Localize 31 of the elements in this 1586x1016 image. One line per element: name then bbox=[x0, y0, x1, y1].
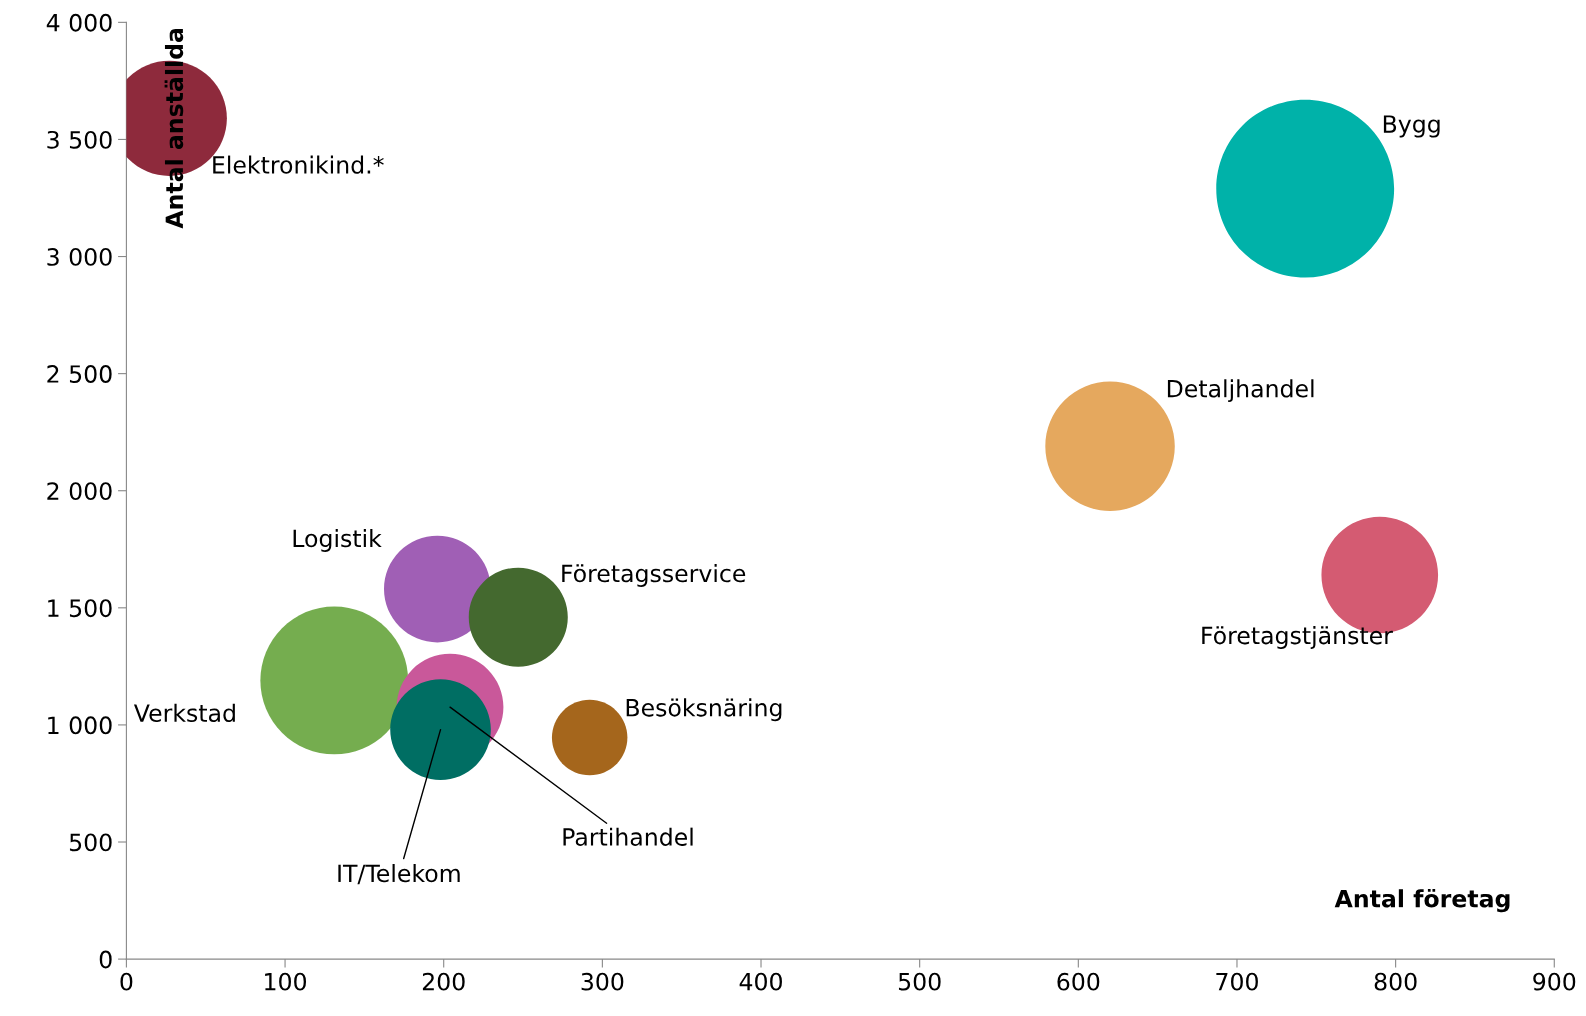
y-axis-title: Antal anställda bbox=[164, 28, 184, 229]
series-label: Elektronikind.* bbox=[213, 155, 384, 174]
x-tick-label: 200 bbox=[422, 972, 465, 991]
y-tick-label: 1 500 bbox=[48, 599, 112, 618]
y-tick-label: 0 bbox=[99, 950, 112, 969]
x-tick-label: 600 bbox=[1057, 972, 1100, 991]
x-tick-label: 700 bbox=[1216, 972, 1258, 991]
y-tick-label: 3 500 bbox=[47, 130, 112, 149]
x-tick-label: 800 bbox=[1374, 972, 1417, 991]
y-tick-label: 2 500 bbox=[47, 365, 112, 383]
x-tick-label: 300 bbox=[581, 972, 624, 991]
x-tick-label: 900 bbox=[1533, 972, 1576, 991]
y-tick-label: 3 000 bbox=[47, 247, 112, 266]
y-tick-label: 4 000 bbox=[46, 13, 112, 32]
y-tick-label: 2 000 bbox=[47, 482, 112, 501]
series-label: Bygg bbox=[1383, 115, 1440, 138]
x-tick-label: 0 bbox=[120, 972, 133, 991]
y-tick-label: 1 000 bbox=[48, 716, 112, 735]
x-tick-label: 100 bbox=[265, 972, 307, 991]
text: IT/Telekom bbox=[338, 864, 460, 885]
x-tick-label: 500 bbox=[898, 972, 941, 991]
y-tick-label: 500 bbox=[69, 833, 112, 852]
series-label: Företagstjänster bbox=[1202, 626, 1393, 649]
series-label: Besöksnäring bbox=[626, 698, 782, 722]
series-label: Logistik bbox=[293, 529, 382, 552]
text: Partihandel bbox=[563, 827, 693, 846]
series-label: Verkstad bbox=[133, 703, 235, 722]
x-axis-title: Antal företag bbox=[1334, 888, 1510, 913]
series-label: Detaljhandel bbox=[1167, 379, 1314, 403]
series-label: Företagsservice bbox=[562, 564, 746, 587]
x-tick-label: 400 bbox=[739, 972, 782, 991]
